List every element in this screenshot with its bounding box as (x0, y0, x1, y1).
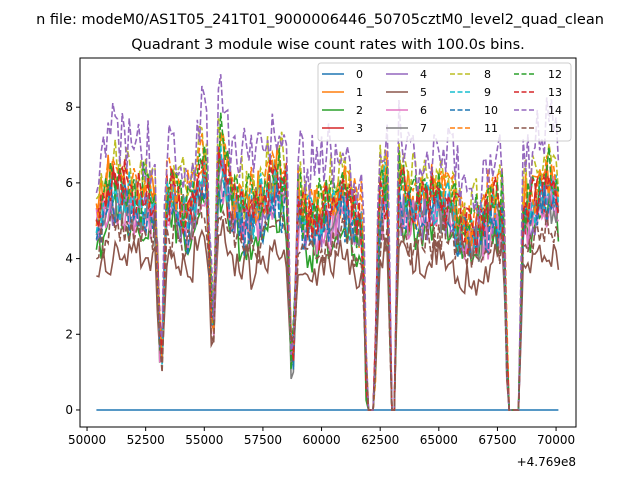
legend-label: 7 (420, 122, 427, 135)
x-axis: 50000 52500 55000 57500 60000 62500 65000 67500… (68, 427, 575, 447)
y-tick-label: 4 (65, 252, 73, 266)
legend-label: 8 (484, 68, 491, 81)
series-line-12 (95, 112, 560, 411)
legend-label: 9 (484, 86, 491, 99)
y-tick-label: 8 (65, 100, 73, 114)
x-tick-label: 65000 (420, 433, 458, 447)
legend-label: 2 (356, 104, 363, 117)
y-tick-label: 0 (65, 403, 73, 417)
x-tick-label: 70000 (537, 433, 575, 447)
legend-label: 15 (548, 122, 562, 135)
plot-frame (79, 57, 577, 428)
legend-label: 5 (420, 86, 427, 99)
x-tick-label: 67500 (478, 433, 516, 447)
legend-label: 11 (484, 122, 498, 135)
x-tick-label: 55000 (185, 433, 223, 447)
legend-label: 4 (420, 68, 427, 81)
x-tick-label: 52500 (127, 433, 165, 447)
y-tick-label: 6 (65, 176, 73, 190)
series-line-5 (96, 219, 560, 411)
legend-label: 1 (356, 86, 363, 99)
y-tick-label: 2 (65, 327, 73, 341)
series-lines (95, 74, 560, 411)
series-line-15 (95, 196, 560, 411)
x-tick-label: 62500 (361, 433, 399, 447)
figure-suptitle: n file: modeM0/AS1T05_241T01_9000006446_… (36, 12, 604, 28)
series-line-14 (95, 74, 560, 411)
x-offset-label: +4.769e8 (517, 455, 576, 469)
legend-label: 0 (356, 68, 363, 81)
series-line-13 (95, 147, 560, 411)
legend-label: 13 (548, 86, 562, 99)
chart-title: Quadrant 3 module wise count rates with … (131, 37, 525, 53)
legend-box (317, 62, 572, 142)
x-tick-label: 50000 (68, 433, 106, 447)
legend-label: 14 (548, 104, 562, 117)
y-axis: 0 2 4 6 8 (65, 100, 80, 417)
legend-label: 6 (420, 104, 427, 117)
legend-label: 12 (548, 68, 562, 81)
x-tick-label: 60000 (302, 433, 340, 447)
legend-label: 3 (356, 122, 363, 135)
x-tick-label: 57500 (244, 433, 282, 447)
legend-label: 10 (484, 104, 498, 117)
